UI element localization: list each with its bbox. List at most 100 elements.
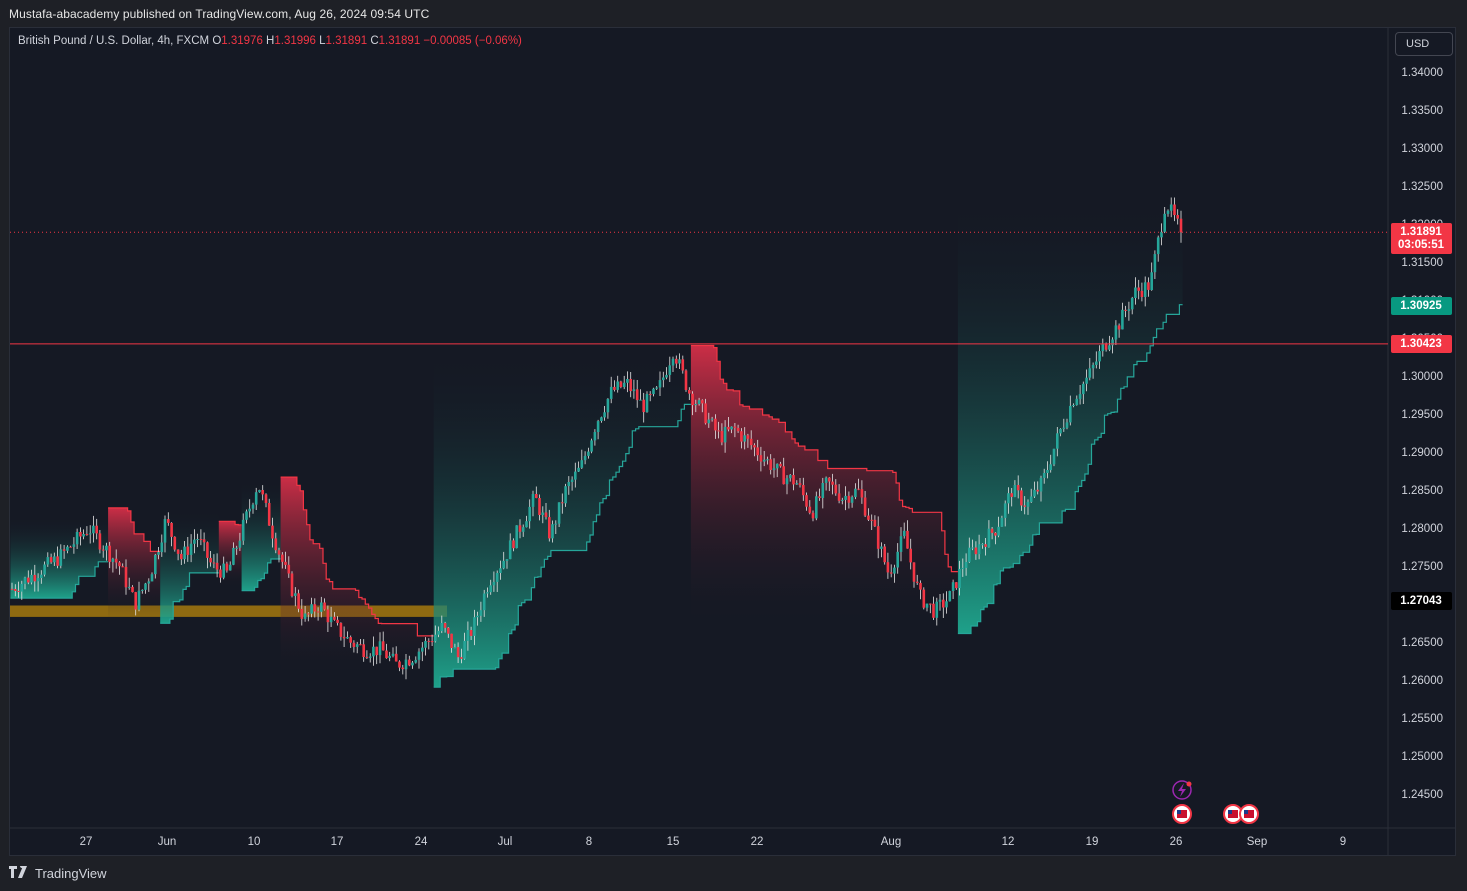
candle-body — [95, 525, 98, 534]
candle-body — [336, 619, 339, 623]
y-tick-label: 1.29000 — [1401, 447, 1443, 459]
price-axis[interactable]: 1.340001.335001.330001.325001.320001.315… — [1401, 67, 1443, 801]
candle-body — [1046, 470, 1049, 473]
candle-body — [434, 634, 437, 642]
candle-body — [1111, 339, 1114, 346]
candle-body — [570, 479, 574, 482]
candle-body — [675, 358, 678, 364]
candle-body — [101, 549, 105, 551]
candles — [10, 197, 1183, 680]
candle-body — [14, 589, 17, 591]
candle-body — [215, 562, 219, 570]
candle-body — [974, 547, 978, 555]
trail-band — [433, 348, 691, 688]
candle-body — [1075, 398, 1079, 405]
x-tick-label: 27 — [80, 836, 93, 848]
candle-body — [150, 574, 154, 582]
trail-band — [218, 521, 242, 588]
candle-body — [274, 538, 278, 551]
footer[interactable]: TradingView — [9, 863, 107, 882]
candle-body — [538, 498, 541, 515]
candle-body — [417, 651, 421, 660]
candle-body — [691, 393, 694, 406]
candle-body — [20, 583, 24, 592]
candle-body — [460, 657, 463, 659]
candle-body — [1000, 517, 1004, 527]
time-axis[interactable]: 27 Jun 10 17 24 Jul 8 15 22 Aug 12 19 26 Sep 9 — [80, 836, 1347, 848]
resistance-level-label-bg — [1391, 335, 1452, 353]
lightning-bolt — [1178, 783, 1186, 797]
candle-body — [681, 359, 685, 371]
candle-body — [1007, 493, 1010, 504]
candle-body — [704, 403, 707, 424]
candle-body — [365, 656, 369, 658]
candle-body — [1003, 503, 1007, 518]
candle-body — [759, 455, 763, 462]
candle-body — [935, 601, 939, 618]
candle-body — [876, 526, 880, 549]
candle-body — [717, 430, 720, 432]
candle-body — [114, 558, 118, 563]
candle-body — [92, 525, 95, 534]
candle-body — [287, 564, 291, 574]
currency-button[interactable]: USD — [1395, 32, 1453, 56]
candle-body — [857, 488, 860, 490]
candle-body — [170, 522, 173, 537]
candle-body — [583, 455, 587, 461]
candle-body — [805, 495, 808, 507]
candle-body — [124, 566, 128, 588]
candle-body — [535, 494, 538, 498]
candle-body — [447, 627, 450, 634]
support-zone — [10, 605, 447, 617]
candle-body — [137, 590, 141, 610]
candle-body — [886, 562, 890, 573]
x-tick-label: 10 — [248, 836, 261, 848]
candle-body — [183, 546, 186, 560]
close-value: 1.31891 — [378, 35, 421, 47]
candle-body — [964, 562, 968, 568]
candle-body — [30, 574, 33, 583]
candle-body — [860, 489, 864, 498]
candle-body — [251, 504, 255, 509]
candle-body — [368, 656, 372, 658]
candle-body — [131, 586, 134, 593]
candle-body — [378, 641, 382, 656]
candle-body — [629, 379, 632, 392]
candle-body — [990, 528, 994, 533]
candle-body — [46, 557, 50, 565]
candle-body — [792, 475, 795, 485]
candle-body — [1023, 505, 1026, 507]
candle-body — [811, 512, 815, 519]
candle-body — [1065, 422, 1069, 428]
candle-body — [1095, 361, 1098, 365]
candle-body — [762, 459, 766, 462]
y-tick-label: 1.27500 — [1401, 561, 1443, 573]
candle-body — [668, 365, 672, 375]
x-tick-label: 22 — [751, 836, 764, 848]
candle-body — [49, 557, 53, 563]
candle-body — [577, 467, 580, 472]
candle-body — [613, 386, 616, 390]
candle-body — [512, 540, 515, 549]
x-tick-label: Jul — [498, 836, 513, 848]
candle-body — [284, 561, 287, 565]
candle-body — [1069, 405, 1072, 423]
last-price-label-bg — [1391, 223, 1452, 254]
candle-body — [238, 540, 242, 548]
candle-body — [1169, 204, 1173, 211]
candle-body — [841, 499, 844, 501]
event-icons[interactable] — [1172, 780, 1259, 824]
candle-body — [144, 583, 147, 590]
candle-body — [863, 497, 867, 516]
candle-body — [961, 567, 965, 569]
candle-body — [1088, 368, 1092, 378]
trail-band — [690, 345, 958, 628]
candle-body — [209, 557, 212, 563]
candle-body — [176, 549, 180, 554]
change-value: −0.00085 (−0.06%) — [423, 35, 522, 47]
candle-body — [531, 494, 535, 507]
candle-body — [424, 640, 427, 648]
